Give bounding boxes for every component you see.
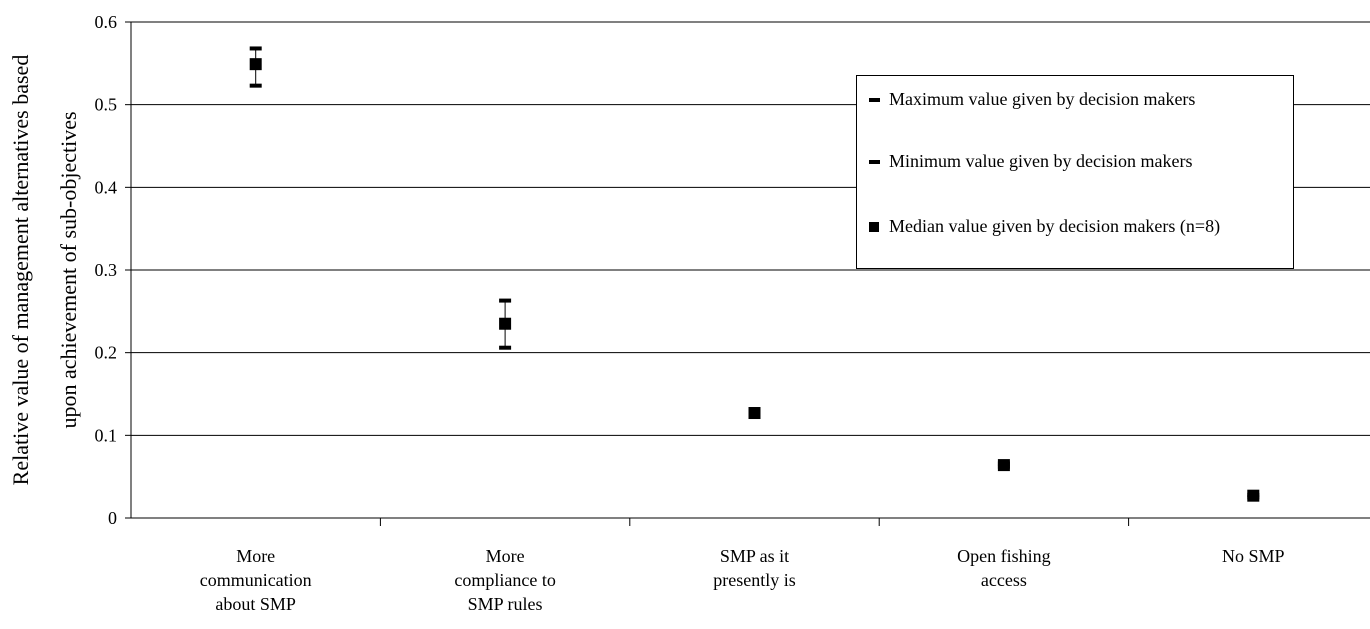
max-marker (499, 298, 512, 303)
axes (125, 21, 1370, 526)
median-marker (997, 459, 1010, 472)
median-marker (499, 317, 512, 330)
y-axis-label: Relative value of management alternative… (8, 55, 81, 486)
x-tick-label: No SMP (1222, 546, 1285, 566)
median-marker (1247, 489, 1260, 502)
y-tick-label: 0.4 (95, 177, 118, 197)
x-tick-label: More compliance to SMP rules (454, 546, 555, 614)
median-marker (748, 407, 761, 420)
legend-label: Median value given by decision makers (n… (889, 216, 1221, 236)
data-marks (249, 46, 1260, 502)
legend-item-max: Maximum value given by decision makers (867, 88, 1289, 110)
dash-marker-icon (867, 95, 881, 102)
y-axis-label-line: Relative value of management alternative… (8, 55, 33, 486)
y-tick-label: 0 (108, 508, 117, 528)
dash-marker-icon (867, 157, 881, 164)
y-tick-labels: 0 0.1 0.2 0.3 0.4 0.5 0.6 (95, 12, 118, 528)
y-tick-label: 0.2 (95, 343, 118, 363)
x-tick-labels: More communication about SMP More compliance… (200, 546, 1285, 614)
x-tick-label: More communication about SMP (200, 546, 312, 614)
median-marker (249, 58, 262, 71)
x-tick-label: SMP as it presently is (713, 546, 796, 590)
legend-item-median: Median value given by decision makers (n… (867, 215, 1279, 237)
y-tick-label: 0.1 (95, 425, 118, 445)
legend: Maximum value given by decision makers M… (856, 75, 1294, 269)
square-marker-icon (867, 222, 881, 232)
y-tick-label: 0.6 (95, 12, 118, 32)
min-marker (249, 83, 262, 88)
legend-label: Minimum value given by decision makers (889, 151, 1193, 171)
gridlines (131, 21, 1370, 436)
y-axis-label-line: upon achievement of sub-objectives (56, 111, 81, 428)
y-tick-label: 0.5 (95, 95, 118, 115)
legend-item-min: Minimum value given by decision makers (867, 150, 1289, 172)
min-marker (499, 345, 512, 350)
legend-label: Maximum value given by decision makers (889, 89, 1196, 109)
y-tick-label: 0.3 (95, 260, 118, 280)
max-marker (249, 46, 262, 51)
x-tick-label: Open fishing access (957, 546, 1051, 590)
